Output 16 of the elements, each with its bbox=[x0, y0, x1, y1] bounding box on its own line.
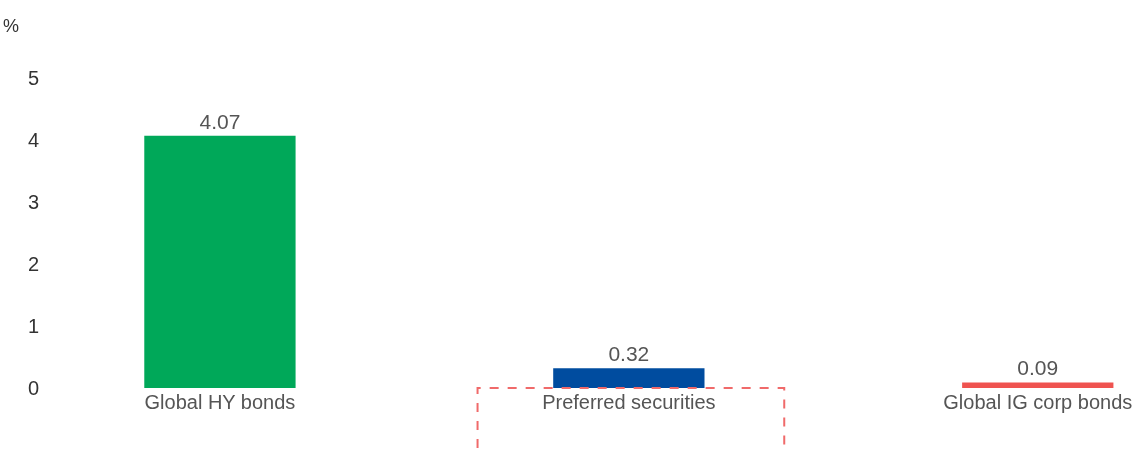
bar bbox=[553, 368, 705, 388]
y-tick-label: 1 bbox=[27, 315, 39, 338]
bar bbox=[144, 135, 296, 388]
x-tick-label: Global IG corp bonds bbox=[943, 391, 1133, 413]
x-tick-label: Global HY bonds bbox=[144, 391, 296, 413]
y-tick-label: 3 bbox=[27, 191, 39, 214]
y-axis-title: % bbox=[3, 16, 20, 36]
y-tick-label: 4 bbox=[27, 129, 39, 152]
data-label: 4.07 bbox=[199, 109, 241, 133]
y-tick-label: 5 bbox=[27, 67, 39, 90]
bar bbox=[962, 382, 1114, 388]
y-tick-label: 0 bbox=[27, 377, 39, 399]
x-tick-label: Preferred securities bbox=[542, 391, 716, 413]
data-label: 0.32 bbox=[608, 342, 650, 366]
data-label: 0.09 bbox=[1017, 356, 1059, 380]
y-tick-label: 2 bbox=[27, 253, 39, 276]
